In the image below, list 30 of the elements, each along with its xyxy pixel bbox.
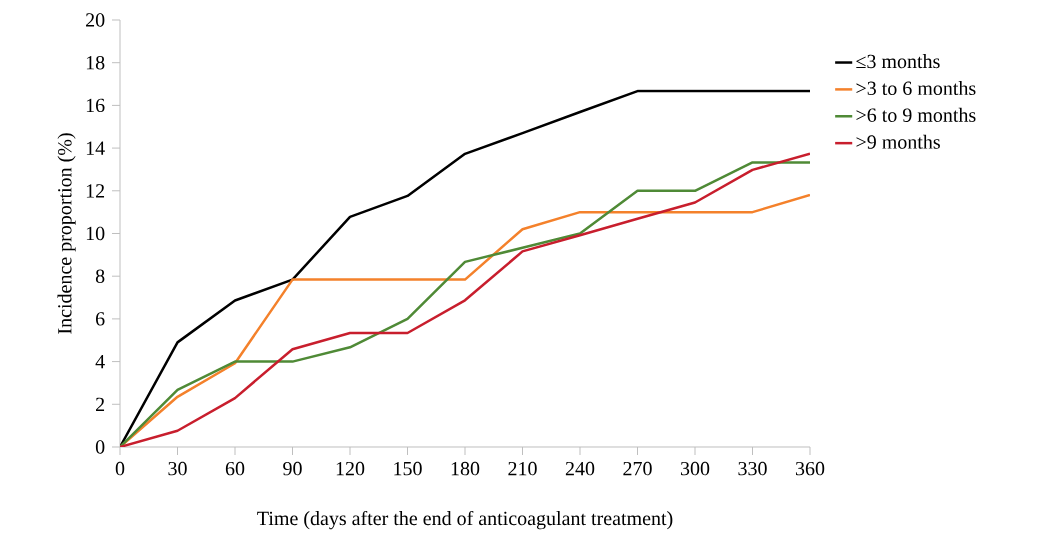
x-tick-label: 0 — [115, 461, 125, 476]
x-axis-title: Time (days after the end of anticoagulant treatment) — [257, 510, 673, 530]
legend-label: >9 months — [856, 134, 940, 149]
y-tick-label: 8 — [95, 269, 105, 283]
y-tick-label: 14 — [86, 141, 105, 155]
x-tick-label: 180 — [451, 461, 480, 476]
x-tick-label: 150 — [394, 461, 422, 476]
y-tick-label: 20 — [86, 13, 105, 27]
y-tick-label: 16 — [86, 98, 105, 113]
legend-label: >3 to 6 months — [856, 80, 976, 96]
x-tick-label: 330 — [738, 461, 767, 476]
y-tick-label: 18 — [86, 55, 105, 70]
y-tick-label: 4 — [95, 355, 105, 369]
x-tick-label: 360 — [795, 461, 825, 476]
legend-label: ≤3 months — [856, 54, 940, 69]
y-axis-title: Incidence proportion (%) — [57, 133, 76, 334]
y-tick-label: 2 — [96, 397, 105, 411]
y-tick-label: 10 — [86, 226, 105, 241]
x-tick-label: 210 — [508, 461, 537, 476]
legend-label: >6 to 9 months — [856, 107, 976, 122]
x-tick-label: 30 — [168, 461, 187, 476]
x-tick-label: 270 — [623, 461, 652, 476]
y-tick-label: 12 — [86, 184, 105, 198]
y-tick-label: 6 — [96, 312, 105, 326]
x-tick-label: 90 — [283, 461, 302, 476]
y-tick-label: 0 — [95, 440, 105, 454]
x-tick-label: 240 — [565, 461, 595, 476]
x-tick-label: 120 — [336, 461, 365, 476]
x-tick-label: 300 — [680, 461, 710, 476]
x-tick-label: 60 — [225, 461, 245, 476]
